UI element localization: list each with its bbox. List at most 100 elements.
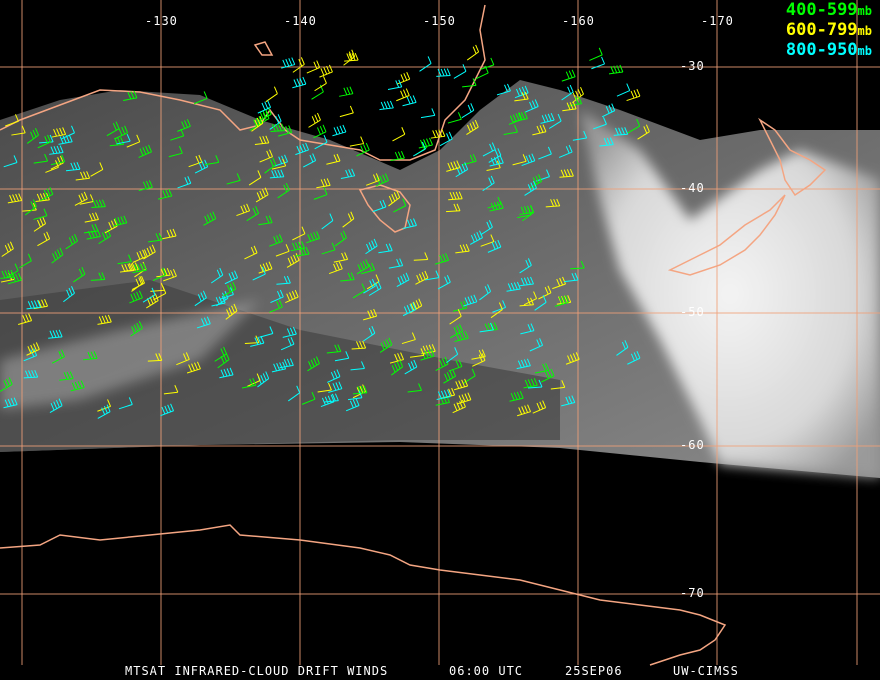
latitude-label: -60 bbox=[680, 438, 705, 452]
wind-barb bbox=[26, 127, 39, 144]
wind-barb bbox=[524, 180, 537, 196]
wind-barb bbox=[396, 72, 411, 85]
wind-barb bbox=[461, 103, 475, 119]
wind-barb bbox=[292, 57, 305, 73]
wind-barb bbox=[254, 135, 270, 146]
legend-unit: mb bbox=[857, 24, 872, 38]
wind-barb bbox=[413, 141, 426, 157]
wind-barb bbox=[226, 173, 241, 185]
wind-barb bbox=[7, 272, 22, 285]
wind-barb bbox=[366, 173, 380, 186]
wind-barb bbox=[554, 295, 569, 307]
wind-barb bbox=[558, 144, 573, 158]
wind-barb bbox=[131, 275, 145, 291]
wind-barb bbox=[219, 367, 234, 379]
wind-barb bbox=[529, 338, 544, 352]
wind-barb bbox=[317, 382, 332, 393]
wind-barb bbox=[363, 308, 378, 321]
longitude-label: -150 bbox=[423, 14, 456, 28]
wind-barb bbox=[210, 267, 224, 284]
wind-barb bbox=[378, 243, 393, 254]
wind-barb bbox=[334, 230, 347, 247]
wind-barb bbox=[116, 133, 131, 145]
wind-barb bbox=[270, 123, 285, 133]
wind-barb bbox=[552, 276, 566, 290]
wind-barb bbox=[349, 136, 365, 147]
wind-barb bbox=[306, 231, 320, 244]
wind-barb bbox=[311, 84, 324, 100]
wind-barb bbox=[319, 64, 333, 78]
wind-barb bbox=[509, 391, 524, 402]
wind-barb bbox=[627, 350, 641, 365]
wind-barb bbox=[482, 142, 496, 157]
wind-barb bbox=[463, 294, 478, 307]
wind-barb bbox=[158, 188, 173, 200]
wind-barb bbox=[324, 393, 339, 403]
wind-barb bbox=[455, 243, 470, 254]
wind-barb bbox=[281, 57, 296, 69]
wind-barb bbox=[217, 352, 230, 369]
wind-barb bbox=[74, 191, 88, 206]
wind-barb bbox=[22, 202, 37, 212]
caption-bar: MTSAT INFRARED-CLOUD DRIFT WINDS 06:00 U… bbox=[0, 662, 880, 680]
wind-barb bbox=[45, 160, 59, 173]
wind-barb bbox=[306, 60, 321, 74]
wind-barb bbox=[457, 392, 472, 405]
coastline-australia bbox=[0, 4, 486, 161]
legend-range: 800-950 bbox=[785, 40, 858, 60]
wind-barb bbox=[280, 336, 295, 351]
coastline-antarctica bbox=[0, 524, 727, 666]
wind-barb bbox=[462, 78, 477, 88]
wind-barb bbox=[126, 134, 141, 148]
wind-barb bbox=[33, 153, 49, 164]
wind-barb bbox=[49, 398, 63, 413]
wind-barb bbox=[295, 142, 310, 156]
wind-barb bbox=[339, 105, 354, 118]
wind-barb bbox=[627, 118, 641, 134]
wind-barb bbox=[437, 274, 451, 290]
wind-barb bbox=[194, 159, 209, 174]
wind-barb bbox=[83, 351, 98, 361]
wind-barb bbox=[339, 86, 354, 97]
caption-source: UW-CIMSS bbox=[673, 664, 739, 678]
wind-barb bbox=[538, 146, 552, 160]
wind-barb bbox=[356, 259, 370, 275]
wind-barb bbox=[410, 348, 425, 358]
wind-barb bbox=[561, 84, 574, 101]
wind-barb bbox=[519, 276, 534, 287]
wind-barb bbox=[593, 117, 607, 130]
wind-barb bbox=[65, 233, 78, 250]
wind-barb bbox=[506, 281, 521, 292]
wind-barb bbox=[51, 349, 65, 364]
wind-barb bbox=[49, 145, 64, 155]
wind-barb bbox=[113, 215, 128, 227]
wind-barb bbox=[269, 299, 283, 313]
latitude-label: -30 bbox=[680, 59, 705, 73]
wind-barb bbox=[5, 114, 19, 127]
wind-barb bbox=[51, 247, 64, 264]
wind-barb bbox=[352, 283, 366, 299]
wind-barb bbox=[130, 321, 143, 337]
wind-barb bbox=[404, 359, 418, 375]
wind-barb bbox=[258, 261, 273, 274]
wind-barb bbox=[333, 252, 349, 263]
wind-barb bbox=[97, 314, 112, 325]
wind-barb bbox=[401, 332, 416, 345]
wind-barb bbox=[271, 158, 287, 170]
wind-barb bbox=[446, 347, 459, 364]
wind-barb bbox=[340, 168, 356, 180]
wind-barb bbox=[90, 162, 104, 177]
wind-barb bbox=[3, 155, 18, 168]
wind-barb bbox=[472, 353, 486, 367]
wind-barb bbox=[282, 326, 297, 338]
wind-barb bbox=[24, 199, 37, 216]
wind-barb bbox=[321, 242, 336, 255]
wind-barb bbox=[393, 198, 407, 213]
wind-barb bbox=[255, 187, 269, 203]
wind-barb bbox=[150, 282, 165, 292]
wind-barb bbox=[84, 212, 99, 223]
wind-barb bbox=[519, 258, 532, 274]
wind-barb bbox=[363, 278, 376, 294]
wind-barb bbox=[70, 380, 85, 392]
